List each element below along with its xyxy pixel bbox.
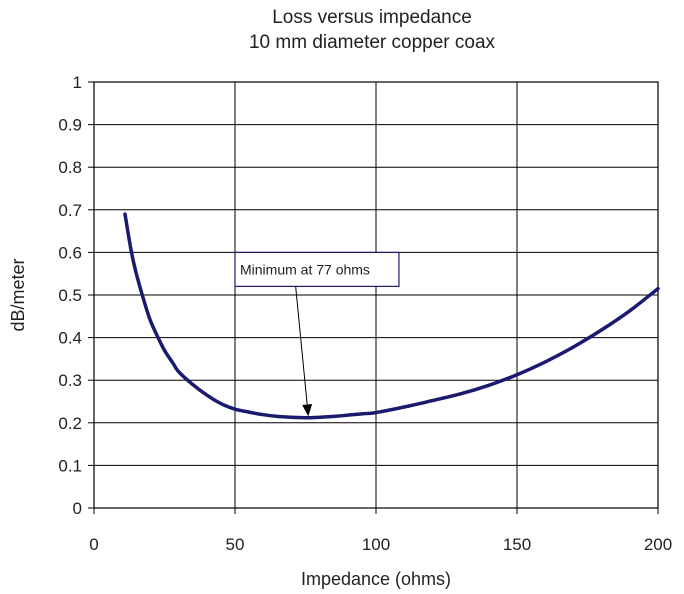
x-tick-label: 150 bbox=[503, 535, 531, 554]
x-tick-label: 0 bbox=[89, 535, 98, 554]
chart-title: Loss versus impedance bbox=[272, 7, 472, 28]
x-tick-label: 50 bbox=[226, 535, 245, 554]
y-tick-label: 0 bbox=[73, 499, 82, 518]
y-tick-label: 0.7 bbox=[58, 201, 82, 220]
y-tick-label: 0.5 bbox=[58, 286, 82, 305]
y-tick-label: 0.6 bbox=[58, 243, 82, 262]
annotation-text: Minimum at 77 ohms bbox=[240, 261, 370, 277]
y-tick-label: 1 bbox=[73, 73, 82, 92]
chart-subtitle: 10 mm diameter copper coax bbox=[249, 32, 496, 53]
tick-labels: 0 0.1 0.2 0.3 0.4 0.5 0.6 0.7 0.8 0.9 1 0 50 100 150 20… bbox=[58, 73, 672, 554]
y-axis-label: dB/meter bbox=[8, 258, 28, 331]
y-tick-label: 0.8 bbox=[58, 158, 82, 177]
x-tick-label: 100 bbox=[362, 535, 390, 554]
annotation-arrowhead bbox=[302, 404, 313, 417]
annotation-arrow bbox=[295, 286, 308, 405]
series-line bbox=[123, 212, 660, 420]
plot-border bbox=[93, 81, 659, 509]
annotation: Minimum at 77 ohms bbox=[234, 251, 400, 417]
y-tick-label: 0.3 bbox=[58, 371, 82, 390]
y-tick-label: 0.9 bbox=[58, 116, 82, 135]
x-tick-label: 200 bbox=[644, 535, 672, 554]
annotations-group: Minimum at 77 ohms bbox=[234, 251, 400, 417]
series-group bbox=[123, 212, 660, 420]
y-tick-label: 0.4 bbox=[58, 329, 82, 348]
x-axis-label: Impedance (ohms) bbox=[301, 569, 451, 589]
annotation-box bbox=[234, 251, 400, 287]
y-tick-label: 0.2 bbox=[58, 414, 82, 433]
y-tick-label: 0.1 bbox=[58, 456, 82, 475]
